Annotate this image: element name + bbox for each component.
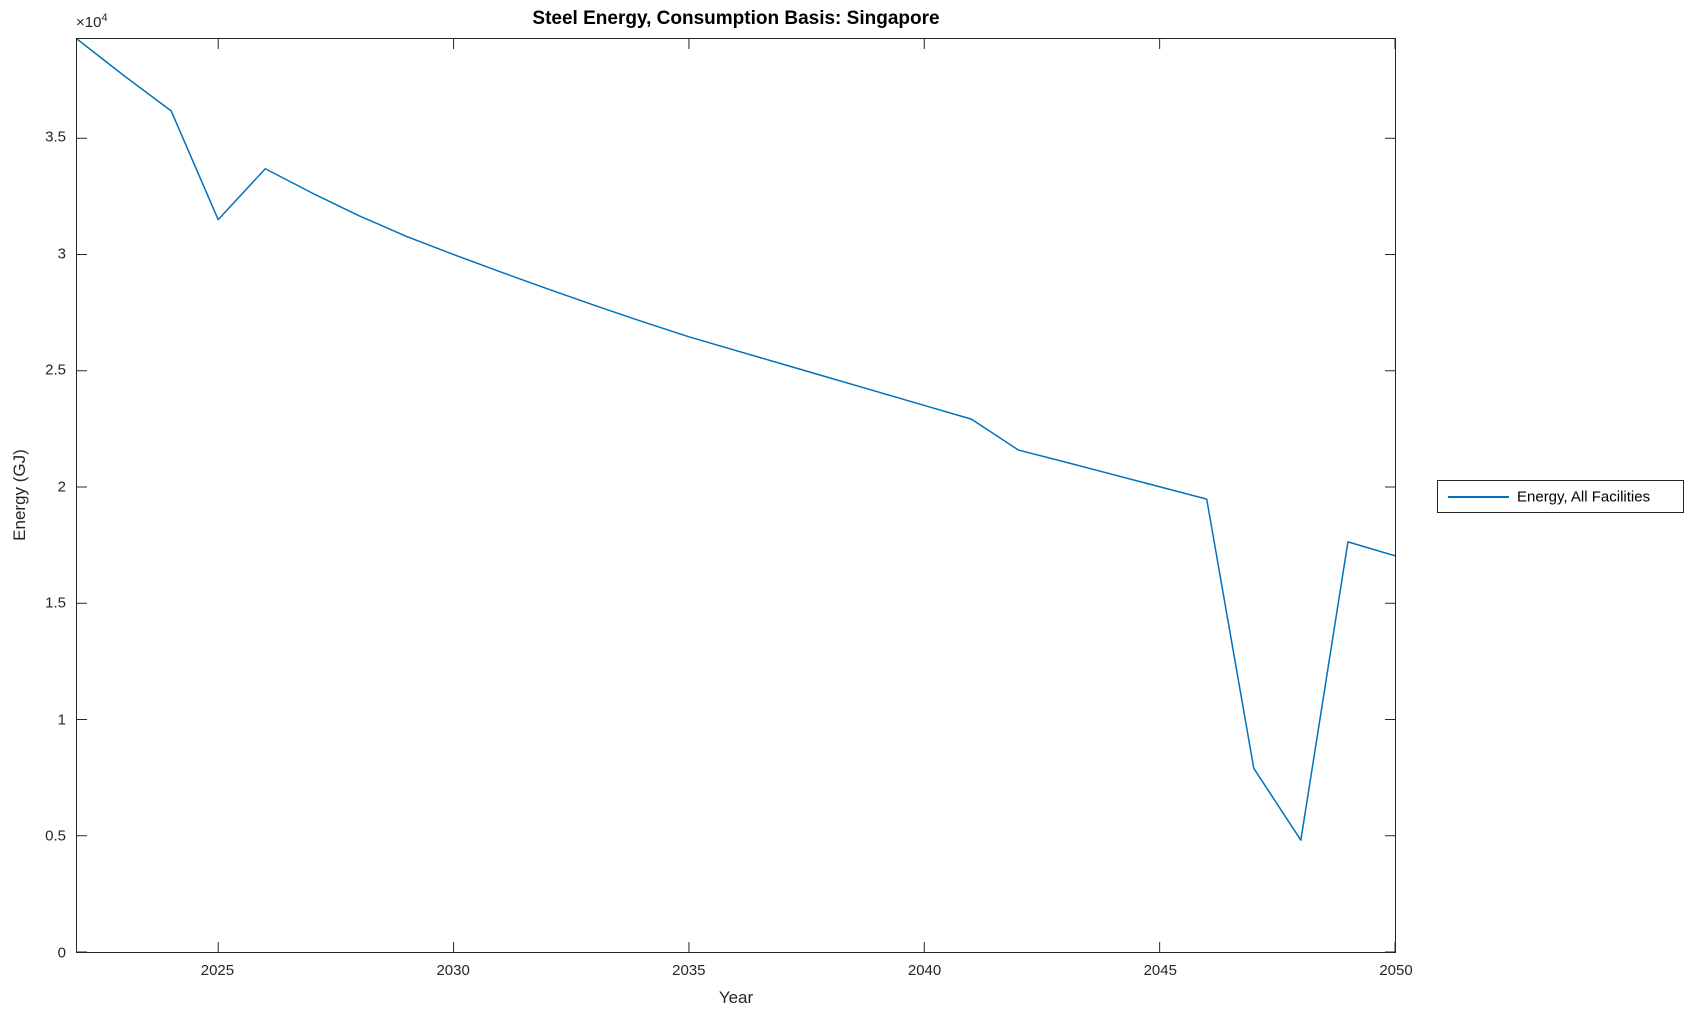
x-tick-label: 2035 xyxy=(672,962,706,979)
plot-area xyxy=(76,38,1396,953)
data-line xyxy=(77,39,1395,841)
y-tick-label: 0 xyxy=(57,944,66,962)
x-tick-label: 2040 xyxy=(907,962,942,979)
chart-title: Steel Energy, Consumption Basis: Singapo… xyxy=(532,8,940,29)
line-chart-svg xyxy=(77,39,1395,952)
legend: Energy, All Facilities xyxy=(1437,480,1684,513)
y-exponent-base: ×10 xyxy=(76,14,102,31)
y-tick-label: 3 xyxy=(57,245,66,263)
y-tick-label: 1 xyxy=(57,711,66,729)
y-tick-label: 3.5 xyxy=(45,128,66,146)
x-axis-label: Year xyxy=(718,988,754,1007)
y-tick-label: 0.5 xyxy=(45,827,66,845)
y-axis-exponent-label: ×104 xyxy=(76,12,108,31)
y-tick-label: 1.5 xyxy=(45,594,66,612)
x-tick-label: 2030 xyxy=(436,962,470,979)
x-tick-label: 2045 xyxy=(1143,962,1177,979)
x-tick-label: 2050 xyxy=(1379,962,1413,979)
y-tick-label: 2 xyxy=(57,478,66,496)
x-tick-label: 2025 xyxy=(200,962,235,979)
y-tick-label: 2.5 xyxy=(45,361,66,379)
legend-line-sample xyxy=(1448,495,1509,498)
legend-entry-label: Energy, All Facilities xyxy=(1517,488,1651,505)
y-exponent-power: 4 xyxy=(101,12,108,24)
